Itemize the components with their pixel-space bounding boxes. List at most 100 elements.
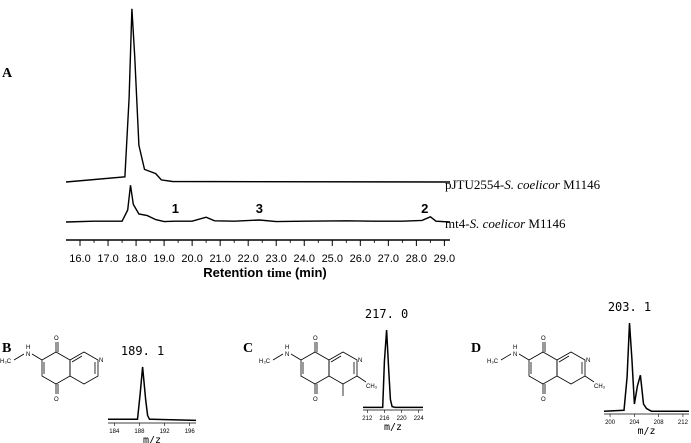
ms-x-label: m/z — [384, 422, 402, 433]
ms-trace — [603, 322, 689, 412]
chromatogram-series-1 — [65, 8, 451, 183]
structure-c — [272, 342, 367, 396]
structure-c-oxygen-bottom: O — [313, 397, 318, 403]
structure-d-amine-h: H — [513, 345, 517, 351]
ms-peak-value: 189. 1 — [121, 344, 164, 358]
panel-letter-a: A — [2, 66, 13, 81]
structure-c-methyl: H₃C — [259, 359, 271, 365]
structure-d-ring-n: N — [586, 358, 590, 364]
structure-d-oxygen-bottom: O — [541, 397, 546, 403]
structure-c-ring-n: N — [358, 358, 362, 364]
structure-c-labels: H₃C N H N O O CH₃ — [259, 336, 378, 403]
ms-trace — [363, 329, 423, 409]
structure-d-ch3: CH₃ — [594, 384, 606, 390]
x-axis-ticks: 16.0 17.0 18.0 19.0 20.0 21.0 22.0 23.0 24.0 25.0… — [69, 240, 455, 265]
chromatogram: 16.0 17.0 18.0 19.0 20.0 21.0 22.0 23.0 24.0 25.0… — [65, 8, 601, 280]
ms-tick-label: 196 — [185, 429, 196, 435]
ms-x-label: m/z — [143, 435, 161, 443]
methyl-bond — [500, 353, 512, 361]
trace-label-bottom-strain: M1146 — [528, 216, 566, 231]
peak-labels: 1 3 2 — [172, 201, 429, 216]
x-tick-label: 24.0 — [294, 253, 315, 265]
trace-label-bottom: mt4-S. coelicor M1146 — [445, 216, 566, 231]
pyridine-ring — [69, 351, 99, 385]
trace-label-bottom-species: S. coelicor — [470, 216, 527, 231]
structure-d-methyl: H₃C — [487, 359, 499, 365]
x-axis-title-post: (min) — [291, 265, 326, 280]
peak-label-3: 2 — [421, 201, 428, 216]
x-axis-title: Retention time (min) — [203, 265, 327, 280]
amine-bond — [518, 353, 530, 361]
ring-methyl-bond-2 — [356, 375, 367, 383]
x-tick-label: 19.0 — [153, 253, 174, 265]
pyridine-double-bond-2 — [558, 355, 570, 363]
pyridine-double-bond-2 — [71, 355, 83, 363]
trace-label-bottom-prefix: mt4- — [445, 216, 470, 231]
ms-tick-label: 224 — [414, 416, 425, 422]
structure-c-amine-n: N — [285, 352, 289, 358]
x-tick-label: 16.0 — [69, 253, 90, 265]
chromatogram-traces — [65, 8, 451, 223]
methyl-bond — [13, 353, 25, 361]
structure-b-ring-n: N — [99, 358, 103, 364]
amine-bond — [31, 353, 43, 361]
ms-tick-label: 208 — [654, 420, 665, 426]
ms-tick-label: 212 — [362, 416, 373, 422]
structure-b-amine-n: N — [26, 352, 30, 358]
x-tick-label: 21.0 — [209, 253, 230, 265]
ms-tick-label: 204 — [629, 420, 640, 426]
ms-tick-label: 200 — [605, 420, 616, 426]
trace-label-top-strain: M1146 — [563, 177, 601, 192]
x-tick-label: 27.0 — [378, 253, 399, 265]
ms-tick-label: 216 — [379, 416, 390, 422]
panel-letter-c: C — [243, 341, 253, 356]
ms-peak-value: 203. 1 — [608, 300, 651, 314]
structure-b-methyl: H₃C — [0, 359, 12, 365]
structure-d — [500, 342, 595, 394]
mass-spectrum-b: 184 188 192 196 m/z 189. 1 — [108, 344, 197, 443]
structure-d-oxygen-top: O — [541, 336, 546, 342]
peak-label-2: 3 — [256, 201, 263, 216]
ms-tick-label: 220 — [397, 416, 408, 422]
ms-tick-label: 184 — [109, 429, 120, 435]
ms-tick-label: 212 — [678, 420, 689, 426]
pyridine-ring — [556, 351, 586, 385]
structure-b-oxygen-top: O — [54, 336, 59, 342]
mass-spectrum-d: 200 204 208 212 m/z 203. 1 — [603, 300, 689, 437]
structure-c-oxygen-top: O — [313, 336, 318, 342]
ring-methyl-bond — [584, 375, 595, 383]
x-tick-label: 23.0 — [266, 253, 287, 265]
methyl-bond — [272, 353, 284, 361]
x-tick-label: 17.0 — [97, 253, 118, 265]
pyridine-ring — [328, 351, 358, 385]
ms-trace — [108, 366, 197, 422]
x-tick-label: 18.0 — [125, 253, 146, 265]
structure-d-amine-n: N — [513, 352, 517, 358]
x-axis-title-pre: Retention — [203, 265, 267, 280]
x-tick-label: 26.0 — [350, 253, 371, 265]
mass-spectrum-c: 212 216 220 224 m/z 217. 0 — [362, 307, 424, 433]
x-tick-label: 25.0 — [322, 253, 343, 265]
structure-b-labels: H₃C N H N O O — [0, 336, 103, 403]
amine-bond — [290, 353, 302, 361]
x-tick-label: 29.0 — [434, 253, 455, 265]
quinone-ring — [41, 351, 71, 385]
ms-tick-label: 188 — [134, 429, 145, 435]
structure-b-amine-h: H — [26, 345, 30, 351]
trace-label-top-species: S. coelicor — [504, 177, 561, 192]
quinone-ring — [528, 351, 558, 385]
structure-d-labels: H₃C N H N O O CH₃ — [487, 336, 606, 403]
x-tick-label: 22.0 — [237, 253, 258, 265]
x-tick-label: 20.0 — [181, 253, 202, 265]
ms-x-label: m/z — [637, 426, 655, 437]
trace-label-top: pJTU2554-S. coelicor M1146 — [445, 177, 601, 192]
x-tick-label: 28.0 — [406, 253, 427, 265]
quinone-ring — [300, 351, 330, 385]
pyridine-double-bond-2 — [330, 355, 342, 363]
structure-c-ch3: CH₃ — [366, 384, 378, 390]
x-axis-title-mid: time — [267, 265, 292, 280]
trace-label-top-prefix: pJTU2554- — [445, 177, 504, 192]
peak-label-1: 1 — [172, 201, 179, 216]
ms-tick-label: 192 — [160, 429, 171, 435]
